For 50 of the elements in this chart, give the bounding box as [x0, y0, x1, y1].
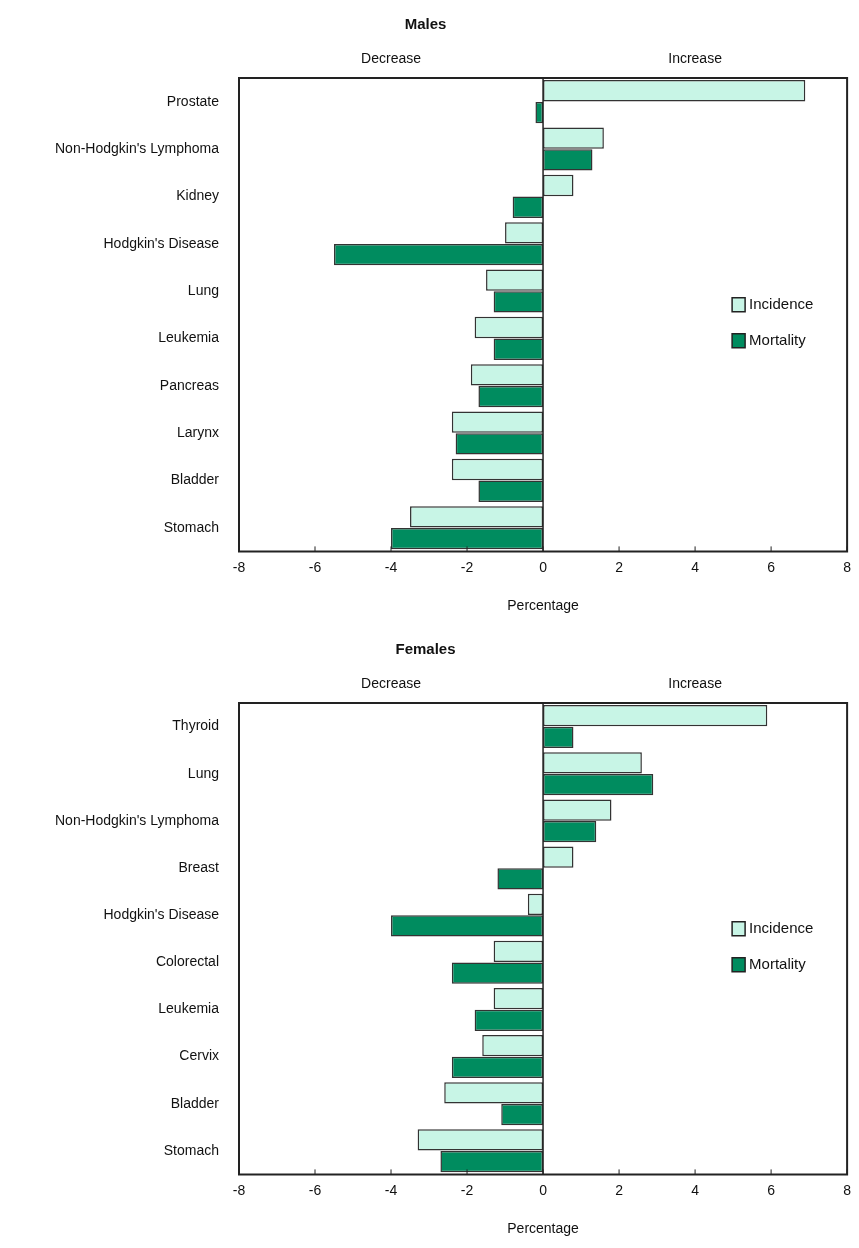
x-tick-label: -2: [460, 1181, 474, 1198]
y-tick-label: Prostate: [166, 92, 220, 109]
x-tick-label: -2: [460, 558, 474, 575]
y-tick-label: Leukemia: [158, 329, 220, 346]
x-tick-label: 6: [767, 1181, 776, 1198]
y-tick-label: Pancreas: [159, 376, 219, 393]
chart-title: Males: [404, 15, 447, 33]
text: Increase: [668, 49, 723, 66]
x-tick-label: -6: [308, 558, 322, 575]
text: Decrease: [361, 49, 422, 66]
x-tick-label: 0: [539, 558, 548, 575]
legend-label: Mortality: [749, 330, 807, 348]
x-tick-label: 0: [539, 1181, 548, 1198]
y-tick-label: Colorectal: [155, 953, 219, 970]
y-tick-label: Lung: [187, 764, 219, 781]
y-tick-label: Kidney: [176, 187, 219, 204]
y-tick-label: Bladder: [170, 471, 220, 488]
text: Increase: [668, 674, 723, 691]
x-axis-title: Percentage: [507, 597, 580, 614]
x-tick-label: -4: [384, 558, 398, 575]
y-tick-label: Hodgkin's Disease: [103, 905, 220, 922]
y-tick-label: Cervix: [179, 1047, 219, 1064]
x-tick-label: 8: [843, 1181, 852, 1198]
text: Decrease: [361, 674, 422, 691]
y-tick-label: Larynx: [176, 423, 219, 440]
x-tick-label: -8: [232, 1181, 246, 1198]
x-axis-title: Percentage: [507, 1220, 580, 1237]
y-tick-label: Thyroid: [172, 717, 219, 734]
y-tick-label: Stomach: [163, 518, 219, 535]
x-tick-label: 2: [615, 1181, 624, 1198]
x-tick-label: -4: [384, 1181, 398, 1198]
x-tick-label: 8: [843, 558, 852, 575]
y-tick-label: Leukemia: [158, 1000, 220, 1017]
y-tick-label: Hodgkin's Disease: [103, 234, 220, 251]
x-tick-label: 6: [767, 558, 776, 575]
y-tick-label: Non-Hodgkin's Lymphoma: [54, 811, 220, 828]
y-tick-label: Lung: [187, 281, 219, 298]
legend-label: Incidence: [749, 918, 814, 936]
x-tick-label: 4: [691, 1181, 700, 1198]
y-tick-label: Non-Hodgkin's Lymphoma: [54, 139, 220, 156]
x-tick-label: 2: [615, 558, 624, 575]
y-tick-label: Bladder: [170, 1094, 220, 1111]
x-tick-label: 4: [691, 558, 700, 575]
y-tick-label: Stomach: [163, 1141, 219, 1158]
legend-label: Incidence: [749, 294, 814, 312]
y-tick-label: Breast: [178, 858, 220, 875]
chart-title: Females: [395, 640, 456, 658]
legend-label: Mortality: [749, 954, 807, 972]
x-tick-label: -6: [308, 1181, 322, 1198]
x-tick-label: -8: [232, 558, 246, 575]
